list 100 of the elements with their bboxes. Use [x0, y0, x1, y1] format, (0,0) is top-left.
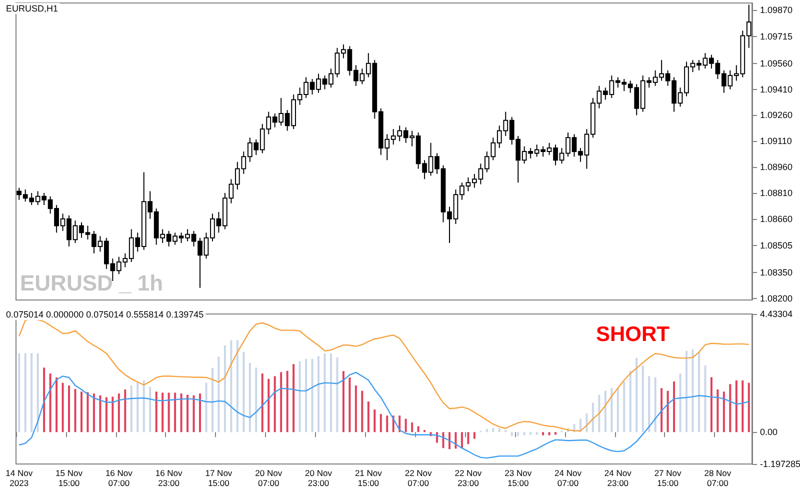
bar [530, 432, 532, 435]
bar [417, 426, 420, 432]
bar [510, 432, 513, 436]
bar [686, 350, 688, 432]
y-tick-label: 1.09560 [760, 58, 793, 68]
bar [298, 361, 301, 432]
bar [542, 432, 544, 436]
bar [174, 392, 176, 432]
y-tick-label: 1.08810 [760, 188, 793, 198]
annotation: EURUSD _ 1h [20, 270, 164, 296]
bar [342, 371, 344, 432]
bar [735, 380, 738, 432]
y-tick-label: -1.197285 [760, 459, 800, 469]
y-tick-label: 1.08200 [760, 293, 793, 304]
x-tick-label: 27 Nov 15:00 [654, 468, 682, 488]
bar [92, 393, 95, 432]
y-tick-label: 1.09715 [760, 32, 793, 42]
bar [492, 428, 494, 432]
bar [467, 432, 470, 444]
bar [248, 362, 251, 432]
bar [142, 380, 145, 432]
x-tick-label: 20 Nov 23:00 [305, 468, 333, 488]
bar [280, 372, 282, 432]
bar [80, 392, 82, 432]
x-tick-label: 17 Nov 15:00 [205, 468, 233, 488]
x-tick-label: 15 Nov 15:00 [56, 468, 84, 488]
bar [704, 366, 706, 432]
bar [149, 386, 152, 432]
bar [348, 377, 351, 432]
bar [460, 432, 463, 448]
bar [56, 377, 58, 432]
bar [205, 382, 208, 432]
x-tick-label: 20 Nov 07:00 [255, 468, 283, 488]
bar [404, 418, 407, 432]
x-tick-label: 24 Nov 07:00 [554, 468, 582, 488]
bar [380, 414, 382, 432]
bar [86, 392, 89, 432]
bar [598, 394, 600, 432]
bar [286, 370, 288, 432]
bar [130, 385, 132, 432]
chart-title: EURUSD,H1 [6, 4, 58, 14]
bar [155, 392, 158, 432]
y-tick-label: 1.08660 [760, 214, 793, 224]
bar [112, 396, 114, 432]
bar [199, 393, 201, 432]
chart-title: 0.075014 0.000000 0.075014 0.555814 0.139745 [6, 310, 204, 320]
bar [24, 353, 26, 432]
bar [442, 432, 444, 448]
bar [49, 373, 52, 432]
bar [354, 385, 357, 432]
bar [242, 352, 245, 432]
bar [536, 432, 538, 435]
x-tick-label: 14 Nov 2023 [6, 468, 34, 488]
y-tick-label: 0.00 [760, 427, 778, 438]
bar [616, 388, 619, 432]
bar [554, 432, 557, 435]
bar [604, 390, 606, 432]
x-tick-label: 22 Nov 23:00 [454, 468, 482, 488]
bar [486, 428, 488, 432]
bar [648, 376, 650, 432]
bar [105, 397, 108, 432]
bar [424, 430, 426, 432]
bar [99, 395, 102, 432]
bar [168, 392, 170, 432]
bar [504, 430, 507, 432]
x-tick-label: 16 Nov 07:00 [105, 468, 134, 488]
bar [548, 432, 550, 436]
bar [74, 388, 76, 432]
bar [192, 395, 195, 432]
x-tick-label: 21 Nov 15:00 [354, 468, 383, 488]
bar [336, 358, 338, 432]
y-tick-label: 1.08505 [760, 240, 793, 251]
bar [136, 382, 139, 432]
bar [610, 388, 613, 432]
bar [517, 432, 520, 436]
bar [30, 353, 33, 432]
bar [411, 422, 414, 432]
y-tick-label: 1.08960 [760, 162, 793, 172]
bar [698, 352, 700, 432]
bar [654, 377, 656, 432]
y-tick-label: 4.43304 [760, 309, 793, 319]
line-series [18, 318, 750, 432]
bar [592, 402, 594, 432]
bar [666, 390, 669, 432]
bar [729, 384, 732, 432]
bar [679, 373, 682, 432]
bar [43, 368, 46, 432]
bar [18, 353, 20, 432]
bar [268, 378, 270, 432]
bar [330, 354, 332, 432]
bar [324, 354, 326, 432]
bar [498, 428, 500, 432]
bar [523, 432, 526, 436]
line-series [18, 372, 750, 459]
bar [629, 370, 632, 432]
bar [448, 432, 450, 450]
x-tick-label: 28 Nov 07:00 [704, 468, 732, 488]
bar [261, 373, 264, 432]
bar [386, 416, 388, 432]
bar [742, 380, 744, 432]
